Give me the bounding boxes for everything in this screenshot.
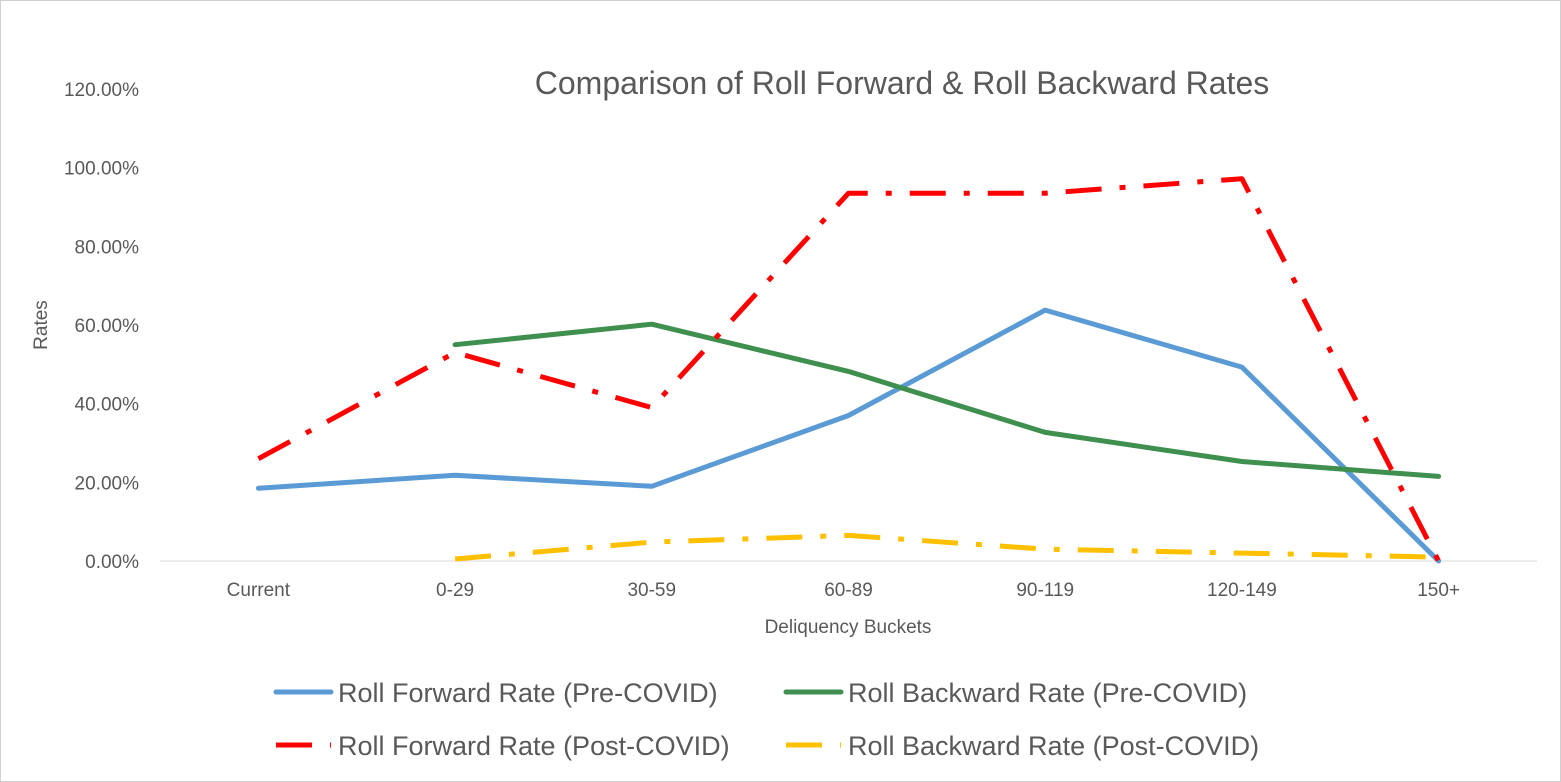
legend-item-4: Roll Backward Rate (Post-COVID) xyxy=(786,731,1259,761)
y-tick-label: 120.00% xyxy=(64,80,139,101)
legend-label: Roll Forward Rate (Pre-COVID) xyxy=(338,678,718,708)
x-tick-label: 120-149 xyxy=(1207,580,1277,601)
x-tick-label: 150+ xyxy=(1417,580,1460,601)
series-line-1 xyxy=(255,307,1442,564)
legend: Roll Forward Rate (Pre-COVID) Roll Backwa… xyxy=(273,678,1259,761)
legend-label: Roll Forward Rate (Post-COVID) xyxy=(338,731,730,761)
x-tick-label: 0-29 xyxy=(436,580,474,601)
series-line-4 xyxy=(454,532,1439,562)
series-layer xyxy=(255,176,1442,564)
y-tick-label: 80.00% xyxy=(75,237,140,258)
y-tick-label: 100.00% xyxy=(64,159,139,180)
x-tick-label: Current xyxy=(227,580,291,601)
series-line-2 xyxy=(452,321,1442,479)
series-line-3 xyxy=(257,176,1441,563)
y-tick-label: 20.00% xyxy=(75,473,140,494)
legend-label: Roll Backward Rate (Pre-COVID) xyxy=(848,678,1247,708)
x-tick-label: 30-59 xyxy=(627,580,676,601)
y-axis-ticks: 0.00% 20.00% 40.00% 60.00% 80.00% 100.00% 120.… xyxy=(64,80,139,573)
chart-title: Comparison of Roll Forward & Roll Backwa… xyxy=(535,65,1269,101)
y-tick-label: 0.00% xyxy=(85,552,139,573)
x-axis-ticks: Current 0-29 30-59 60-89 90-119 120-149 150+ xyxy=(227,580,1460,601)
legend-item-1: Roll Forward Rate (Pre-COVID) xyxy=(273,678,718,708)
y-tick-label: 60.00% xyxy=(75,316,140,337)
y-tick-label: 40.00% xyxy=(75,395,140,416)
legend-item-3: Roll Forward Rate (Post-COVID) xyxy=(276,731,730,761)
x-tick-label: 90-119 xyxy=(1016,580,1074,601)
x-tick-label: 60-89 xyxy=(824,580,873,601)
legend-label: Roll Backward Rate (Post-COVID) xyxy=(848,731,1259,761)
x-axis-title: Deliquency Buckets xyxy=(765,617,932,638)
legend-item-2: Roll Backward Rate (Pre-COVID) xyxy=(783,678,1247,708)
y-axis-title: Rates xyxy=(31,300,52,350)
